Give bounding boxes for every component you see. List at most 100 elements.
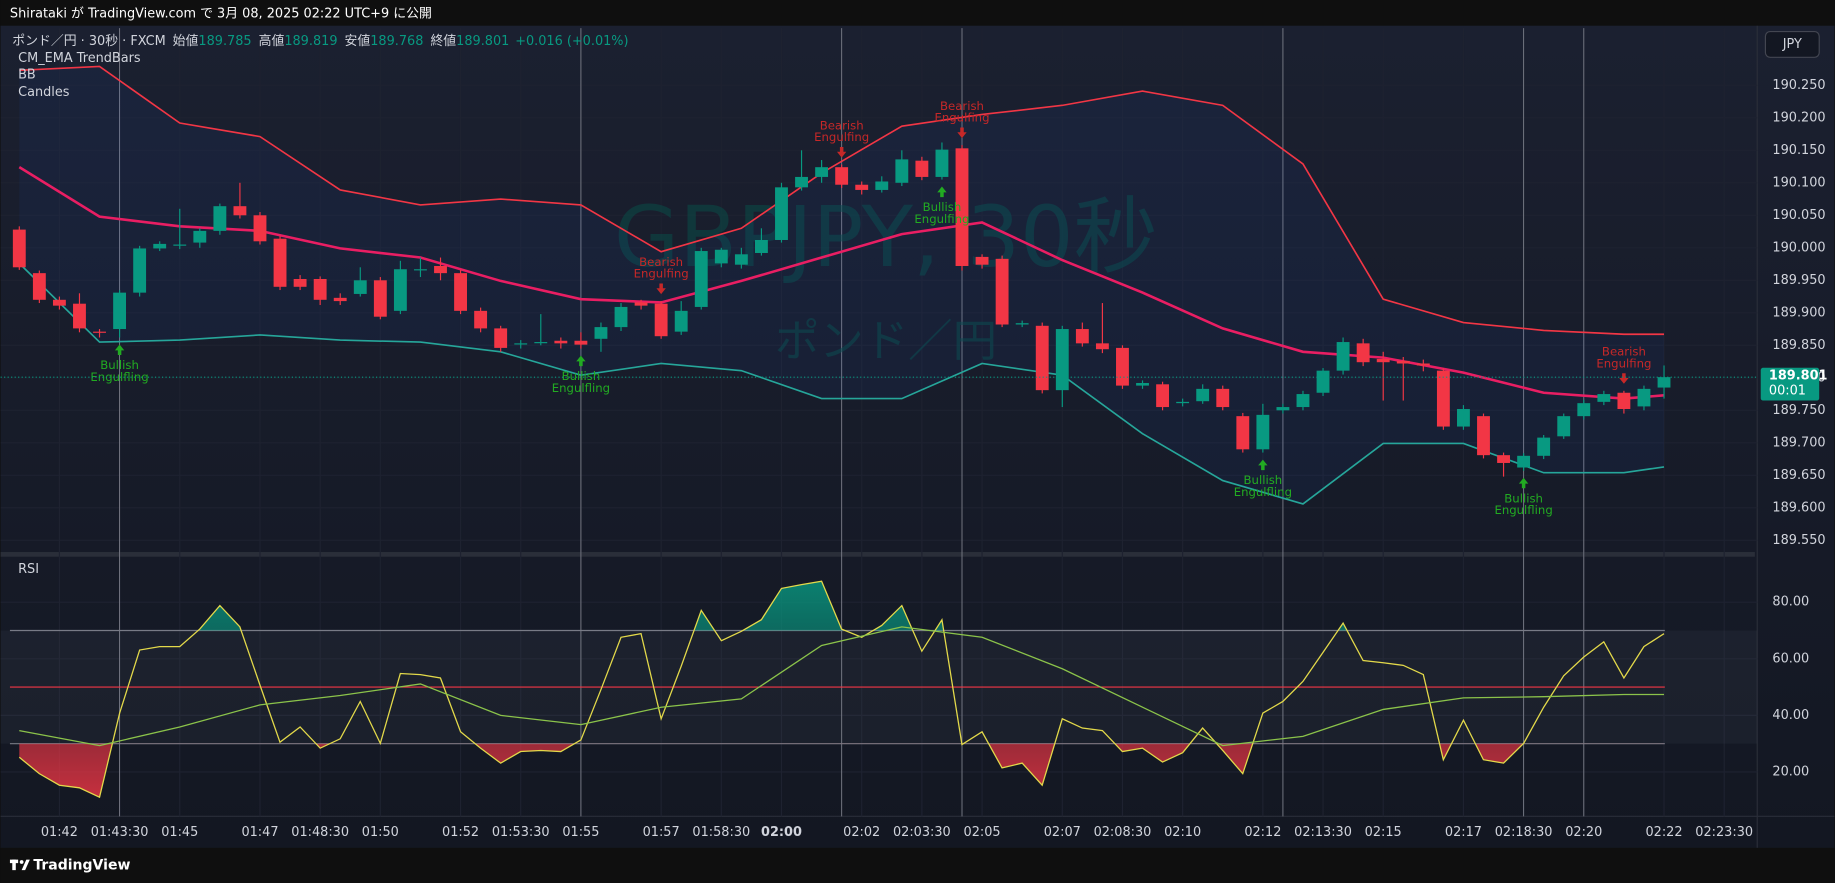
candle-body [1236, 416, 1250, 450]
candle-body [1457, 409, 1470, 427]
signal-arrow [957, 127, 967, 139]
signal-label: Bullish [1504, 491, 1543, 505]
last-price-tag [1760, 367, 1820, 401]
currency-button[interactable] [1764, 30, 1820, 58]
candle-body [1116, 347, 1129, 386]
y-tick-label: 189.900 [1772, 305, 1825, 320]
candle-body [393, 269, 407, 311]
signal-label: Engulfling [90, 370, 148, 384]
y-tick-label: 190.100 [1772, 175, 1825, 190]
candle-body [1376, 358, 1390, 363]
signal-label: Engulfing [814, 130, 869, 144]
signal-label: Bullish [1244, 473, 1283, 487]
ohlc-label: 高値 [259, 32, 285, 48]
candle-body [494, 328, 508, 348]
candle-body [935, 149, 949, 177]
x-tick-label: 02:15 [1365, 825, 1402, 840]
y-tick-label: 190.200 [1772, 110, 1825, 125]
signal-arrow [1258, 459, 1268, 471]
signal-label: Engulfing [1596, 356, 1651, 370]
last-price: 189.801 [1769, 368, 1828, 383]
candle-body [775, 187, 788, 240]
y-tick-label: 60.00 [1772, 651, 1809, 666]
candle-body [1316, 370, 1330, 393]
brand-logo [9, 859, 30, 871]
candle-body [434, 265, 447, 274]
candle-body [754, 239, 768, 253]
ohlc-value: 189.785 [198, 33, 251, 48]
signal-label: Bullish [100, 358, 139, 372]
candle-body [674, 310, 688, 332]
candle-body [1436, 370, 1450, 427]
y-tick-label: 189.650 [1772, 468, 1825, 483]
candle-body [614, 306, 628, 328]
candle-body [634, 302, 648, 306]
overbought-fill [198, 581, 1348, 631]
ohlc-label: 終値 [430, 32, 456, 48]
candle-body [454, 273, 467, 311]
indicator-name: BB [18, 67, 36, 82]
candle-body [714, 249, 728, 264]
candle-body [554, 340, 568, 344]
change: +0.016 (+0.01%) [515, 33, 628, 48]
candle-body [1256, 414, 1270, 450]
candle-body [955, 148, 969, 266]
candle-body [694, 251, 708, 307]
signal-arrow [937, 186, 947, 198]
candle-body [113, 292, 127, 330]
signal-arrow [1619, 373, 1629, 384]
y-tick-label: 190.250 [1772, 78, 1825, 93]
candle-body [1597, 394, 1611, 402]
candle-body [414, 269, 427, 271]
indicator-name: Candles [18, 85, 70, 100]
candle-body [1637, 388, 1651, 407]
signal-label: Bearish [940, 99, 984, 113]
candle-body [52, 299, 66, 306]
candle-body [73, 303, 86, 329]
signal-label: Engulfing [934, 111, 989, 125]
candle-body [534, 342, 548, 344]
signal-label: Engulfling [1494, 503, 1552, 517]
x-tick-label: 02:20 [1565, 825, 1602, 840]
y-tick-label: 190.150 [1772, 143, 1825, 158]
candle-body [93, 331, 106, 333]
candle-body [1095, 343, 1109, 350]
candle-body [594, 327, 608, 339]
candle-body [815, 167, 829, 177]
watermark-sub: ポンド／円 [775, 316, 997, 367]
x-tick-label: 02:00 [761, 825, 802, 840]
x-tick-label: 02:07 [1044, 825, 1081, 840]
y-tick-label: 189.700 [1772, 435, 1825, 450]
signal-label: Bearish [820, 118, 864, 132]
candle-body [333, 297, 347, 302]
x-tick-label: 02:22 [1645, 825, 1682, 840]
candle-body [1156, 384, 1170, 408]
signal-label: Engulfing [634, 267, 689, 281]
candle-body [855, 184, 869, 190]
indicator-name: CM_EMA TrendBars [18, 51, 141, 66]
signal-arrow [1518, 477, 1529, 489]
symbol: ポンド／円 · 30秒 · FXCM [12, 33, 165, 48]
candle-body [995, 258, 1009, 325]
signal-label: Engulfing [914, 212, 969, 226]
candle-body [1657, 377, 1671, 388]
candle-body [1055, 329, 1069, 391]
candle-body [574, 340, 588, 345]
ohlc-value: 189.819 [284, 33, 337, 48]
candle-body [895, 159, 909, 183]
candle-body [1416, 363, 1430, 366]
x-tick-label: 02:03:30 [893, 825, 951, 840]
candle-body [1517, 455, 1531, 468]
y-tick-label: 80.00 [1772, 595, 1809, 610]
x-tick-label: 01:58:30 [692, 825, 750, 840]
x-tick-label: 02:13:30 [1294, 825, 1352, 840]
candle-body [12, 229, 26, 268]
currency[interactable]: JPY [1782, 37, 1802, 52]
candle-body [1497, 455, 1510, 463]
candle-body [835, 167, 849, 185]
candle-body [213, 206, 227, 231]
brand: TradingView [33, 857, 130, 873]
y-tick-label: 20.00 [1772, 764, 1809, 779]
candle-body [233, 206, 247, 216]
